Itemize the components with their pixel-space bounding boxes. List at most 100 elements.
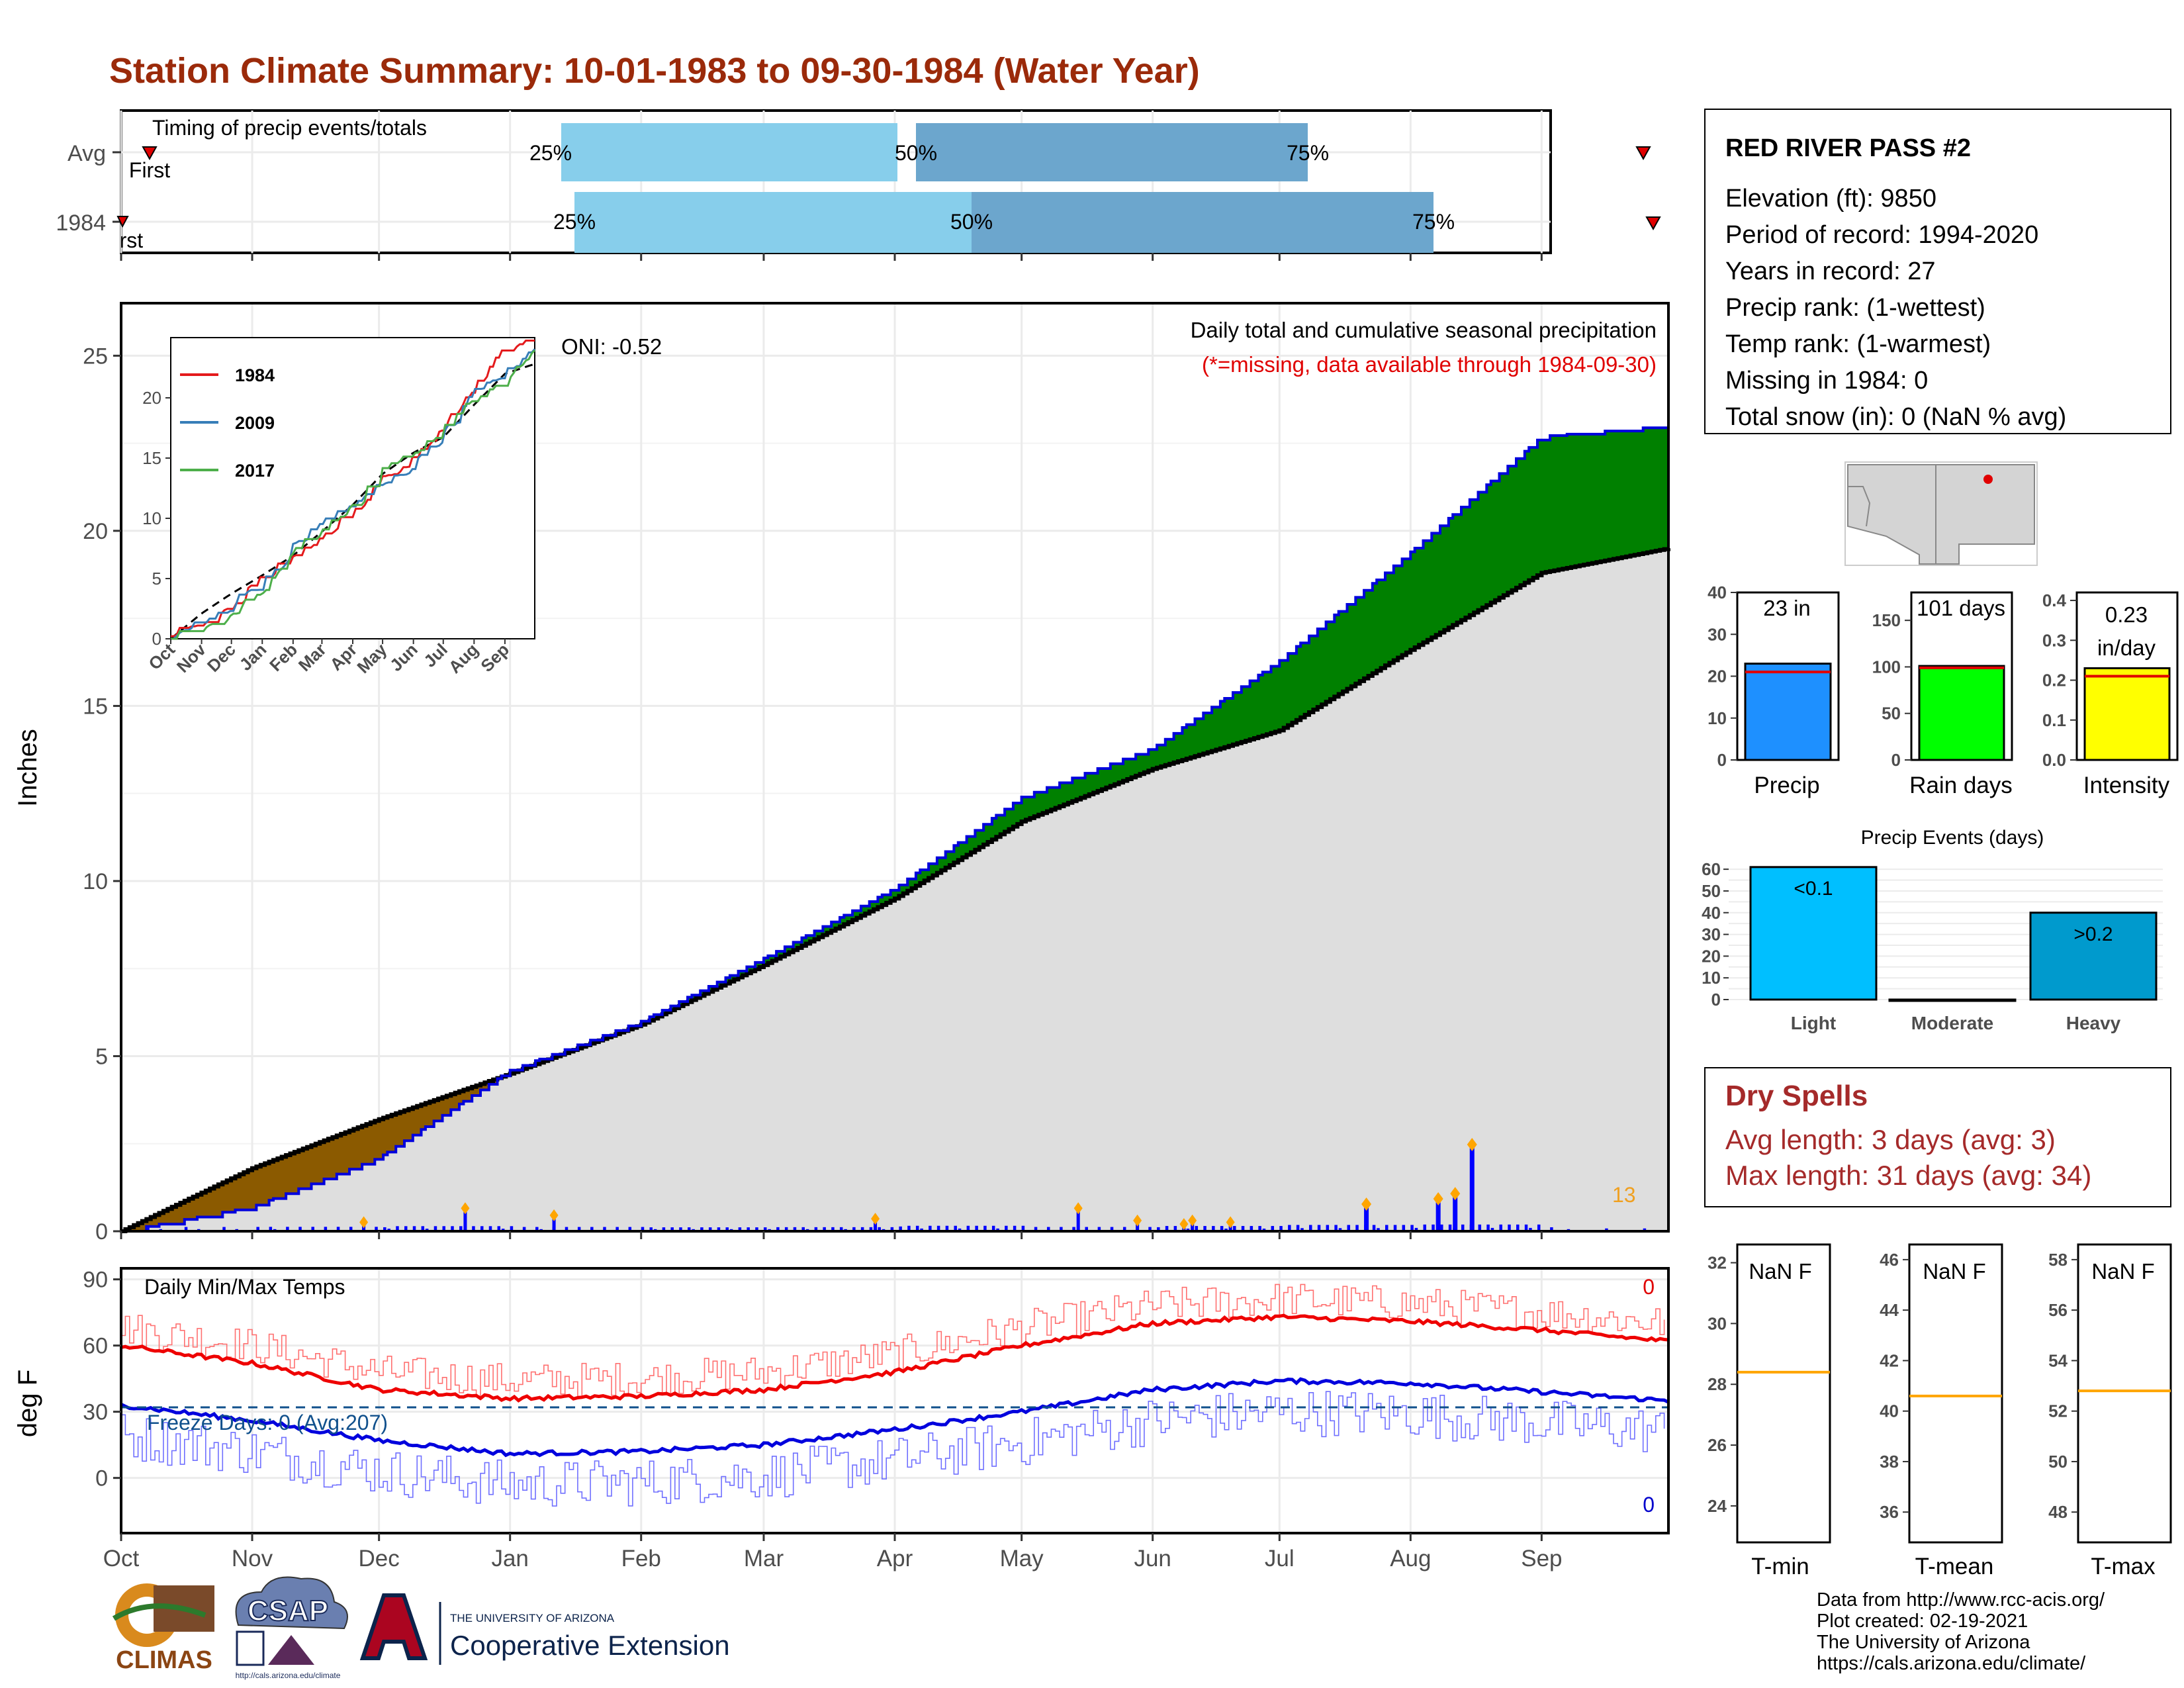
daily-precip-bar	[1203, 1226, 1206, 1231]
temp-box-ytick-label: 28	[1707, 1374, 1727, 1394]
max-count-label: 0	[1643, 1275, 1655, 1299]
daily-precip-bar	[1300, 1228, 1304, 1231]
stat-ytick-label: 0.1	[2042, 710, 2066, 730]
daily-precip-bar	[763, 1227, 767, 1231]
tbox-label-tmin: T-min	[1751, 1554, 1809, 1579]
daily-precip-bar	[311, 1227, 314, 1231]
daily-precip-peak-marker	[1467, 1138, 1477, 1152]
freeze-days-label: Freeze Days: 0 (Avg:207)	[147, 1411, 388, 1434]
stat-bar-charts: 0 10 20 30 40 0 50 100 150 0.0 0.1 0.2 0.3 0.4	[1707, 583, 2179, 770]
temp-box-t-max: 48 50 52 54 56 58	[2048, 1243, 2172, 1544]
temp-y-label: deg F	[13, 1370, 42, 1437]
month-axis: Oct Nov Dec Jan Feb Mar Apr May Jun Jul Aug Sep	[103, 253, 1563, 1571]
precip-ytick-label: 20	[83, 519, 108, 544]
month-tick-label: Jul	[1265, 1546, 1295, 1571]
temp-box-ytick-label: 52	[2048, 1401, 2068, 1421]
page-title: Station Climate Summary: 10-01-1983 to 0…	[109, 51, 1200, 91]
temp-box-ytick-label: 42	[1880, 1350, 1899, 1370]
daily-precip-bar	[1013, 1225, 1017, 1231]
precip-max-label: 13	[1612, 1183, 1636, 1207]
precip-ytick-label: 25	[83, 344, 108, 369]
events-ytick-label: 0	[1711, 990, 1721, 1009]
stat-label-intensity: Intensity	[2083, 773, 2170, 798]
stat-ytick-label: 150	[1872, 610, 1901, 630]
precip-y-axis: 0 5 10 15 20 25	[83, 344, 121, 1244]
daily-precip-bar	[1347, 1225, 1351, 1231]
climas-logo: CLIMAS	[112, 1583, 214, 1674]
daily-precip-bar	[497, 1226, 501, 1231]
daily-precip-bar	[1432, 1224, 1435, 1231]
temp-title: Daily Min/Max Temps	[144, 1275, 345, 1299]
daily-precip-bar	[860, 1227, 864, 1231]
daily-precip-bar	[1355, 1225, 1359, 1231]
events-title: Precip Events (days)	[1861, 827, 2044, 849]
stat-ytick-label: 0.0	[2042, 750, 2066, 770]
inset-chart: 05101520OctNovDecJanFebMarAprMayJunJulAu…	[142, 337, 536, 677]
timing-avg-late-bar	[916, 123, 1308, 181]
daily-precip-marker	[871, 1213, 880, 1225]
precip-ytick-label: 5	[95, 1044, 108, 1069]
daily-precip-bar	[1110, 1227, 1114, 1231]
daily-precip-bar	[1173, 1226, 1177, 1231]
daily-precip-bar	[983, 1225, 987, 1231]
timing-avg-early-bar	[561, 123, 897, 181]
timing-1984-early-bar	[574, 192, 972, 253]
temp-box-ytick-label: 54	[2048, 1350, 2068, 1370]
daily-precip-bar	[1486, 1224, 1490, 1231]
daily-precip-bar	[1377, 1228, 1380, 1231]
stat-ytick-label: 50	[1882, 704, 1901, 724]
events-bar-light	[1749, 866, 1878, 1001]
daily-precip-bar	[1524, 1224, 1528, 1231]
timing-panel: Timing of precip events/totals Avg 1984 …	[56, 109, 1661, 254]
daily-precip-bar	[1136, 1222, 1140, 1231]
daily-precip-bar	[1490, 1227, 1494, 1231]
daily-precip-bar	[1148, 1227, 1152, 1231]
daily-precip-bar	[1241, 1226, 1245, 1231]
daily-precip-bar	[907, 1225, 911, 1231]
daily-precip-bar	[1122, 1227, 1126, 1231]
daily-precip-bar	[1191, 1222, 1195, 1231]
daily-max-temp-line	[121, 1284, 1665, 1397]
events-category-label: Heavy	[2066, 1013, 2121, 1033]
daily-precip-bar	[1461, 1224, 1465, 1231]
daily-precip-bar	[1499, 1224, 1502, 1231]
daily-precip-marker	[359, 1216, 369, 1229]
daily-precip-bar	[404, 1226, 408, 1231]
temp-panel: 0 30 60 90 Daily Min/Max Temps Freeze Days:…	[13, 253, 1670, 1571]
daily-precip-bar	[1402, 1225, 1406, 1231]
month-tick-label: Mar	[744, 1546, 784, 1571]
temp-stat-boxes: 24 26 28 30 32 36 38 40 42 44 46 48 50 52 54 56 58	[1707, 1243, 2172, 1544]
daily-precip-bar	[1220, 1226, 1224, 1231]
tbox-value-tmin: NaN F	[1749, 1259, 1811, 1284]
events-ytick-label: 30	[1702, 925, 1721, 945]
daily-precip-bar	[615, 1227, 619, 1231]
timing-1984-first: First	[102, 228, 143, 252]
daily-precip-bar	[1508, 1224, 1511, 1231]
events-ytick-label: 50	[1702, 881, 1721, 901]
events-category-label: Moderate	[1911, 1013, 1993, 1033]
daily-precip-bar	[1326, 1225, 1330, 1231]
daily-precip-peak-marker	[1361, 1197, 1372, 1211]
daily-precip-bar	[679, 1227, 682, 1231]
daily-precip-bar	[442, 1226, 445, 1231]
daily-precip-bar	[801, 1227, 805, 1231]
avg-min-temp-line	[120, 1377, 1670, 1458]
precip-caption: Daily total and cumulative seasonal prec…	[1191, 318, 1657, 342]
daily-precip-bar	[222, 1227, 226, 1231]
timing-1984-last-marker	[1645, 216, 1661, 231]
stat-ytick-label: 0	[1891, 750, 1901, 770]
locator-map	[1844, 461, 2038, 566]
stat-ytick-label: 0	[1717, 750, 1727, 770]
daily-precip-bar	[1271, 1226, 1275, 1231]
inset-legend: 1984 2009 2017	[180, 365, 275, 481]
daily-precip-bar	[1410, 1225, 1414, 1231]
dry-title: Dry Spells	[1725, 1080, 1868, 1112]
daily-precip-bar	[1309, 1225, 1312, 1231]
daily-precip-bar	[1516, 1224, 1520, 1231]
timing-label: Timing of precip events/totals	[152, 116, 427, 140]
temp-ytick-label: 0	[95, 1466, 108, 1491]
station-elevation: Elevation (ft): 9850	[1725, 185, 1936, 212]
temp-ytick-label: 30	[83, 1400, 108, 1425]
timing-row-avg: Avg	[68, 141, 106, 166]
